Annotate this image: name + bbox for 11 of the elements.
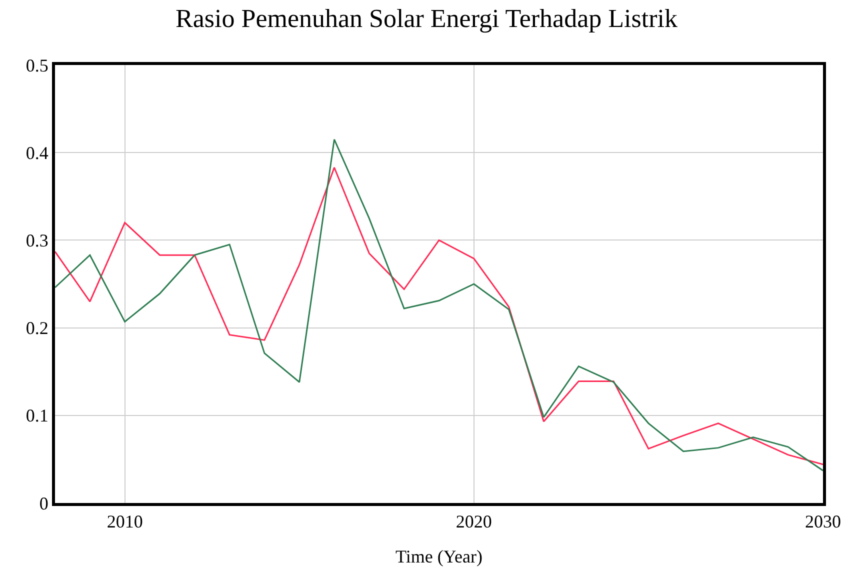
y-tick-label: 0.4	[26, 142, 48, 163]
y-tick-label: 0.5	[26, 55, 48, 76]
y-tick-label: 0.3	[26, 230, 48, 250]
y-tick-label: 0.2	[26, 318, 48, 338]
x-tick-label: 2020	[456, 512, 492, 532]
x-tick-label: 2030	[805, 512, 841, 532]
chart-title: Rasio Pemenuhan Solar Energi Terhadap Listrik	[176, 4, 678, 33]
y-tick-label: 0.1	[26, 406, 48, 426]
x-tick-label: 2010	[106, 512, 143, 532]
x-axis-title: Time (Year)	[395, 546, 483, 567]
y-tick-label: 0	[39, 493, 48, 514]
